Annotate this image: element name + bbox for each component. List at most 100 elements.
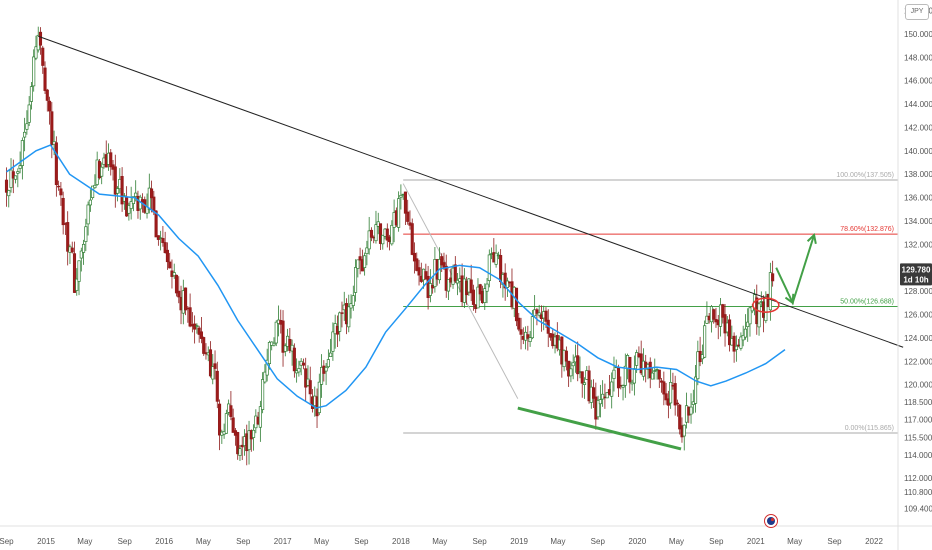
candle-body bbox=[326, 359, 330, 368]
candle-body bbox=[743, 328, 747, 338]
candle-body bbox=[635, 352, 639, 366]
candle-body bbox=[320, 367, 324, 385]
candle-body bbox=[537, 312, 541, 316]
candle-body bbox=[9, 169, 13, 188]
candle-body bbox=[238, 448, 242, 456]
time-tick-label: 2015 bbox=[37, 537, 55, 546]
candle-body bbox=[367, 230, 371, 250]
candle-body bbox=[662, 381, 666, 395]
candle-body bbox=[757, 303, 761, 328]
candle-body bbox=[297, 368, 301, 373]
candle-body bbox=[410, 223, 414, 255]
candle-body bbox=[292, 347, 296, 372]
candle-body bbox=[682, 424, 686, 437]
candle-body bbox=[229, 405, 233, 417]
price-tick-label: 110.800 bbox=[904, 488, 932, 497]
price-tick-label: 114.000 bbox=[904, 451, 932, 460]
candle-body bbox=[528, 337, 532, 342]
candle-body bbox=[258, 406, 262, 428]
symbol-box[interactable]: JPY bbox=[905, 4, 929, 20]
price-tick-label: 142.000 bbox=[904, 123, 932, 132]
candle-body bbox=[66, 222, 70, 252]
candle-body bbox=[116, 188, 120, 194]
candle-body bbox=[741, 335, 745, 341]
candle-body bbox=[732, 335, 736, 352]
candle-body bbox=[478, 284, 482, 295]
candle-body bbox=[215, 370, 219, 402]
candle-body bbox=[224, 413, 228, 434]
candle-body bbox=[746, 321, 750, 328]
time-tick-label: 2017 bbox=[274, 537, 292, 546]
projection-arrowhead-up bbox=[806, 233, 817, 245]
candle-body bbox=[621, 385, 625, 388]
time-tick-label: 2020 bbox=[628, 537, 646, 546]
candle-body bbox=[694, 376, 698, 404]
descending-trendline[interactable] bbox=[38, 35, 904, 348]
fib-level-label: 50.00%(126.688) bbox=[840, 298, 894, 305]
candle-body bbox=[571, 362, 575, 367]
fibonacci-levels[interactable]: 100.00%(137.505) 78.60%(132.876) 50.00%(12… bbox=[402, 172, 898, 434]
price-tick-label: 126.000 bbox=[904, 311, 932, 320]
candle-body bbox=[61, 197, 65, 226]
candle-body bbox=[347, 306, 351, 328]
candle-body bbox=[267, 341, 271, 365]
fib-level-label: 0.00%(115.865) bbox=[845, 425, 894, 432]
candle-body bbox=[412, 252, 417, 262]
candle-body bbox=[202, 337, 206, 354]
drawing-tools[interactable] bbox=[38, 35, 904, 451]
candle-body bbox=[172, 272, 176, 277]
candle-body bbox=[764, 296, 768, 322]
price-tick-label: 150.000 bbox=[904, 30, 932, 39]
candle-body bbox=[485, 283, 489, 292]
price-tick-label: 134.000 bbox=[904, 217, 932, 226]
candle-body bbox=[252, 429, 256, 438]
candle-body bbox=[628, 356, 632, 383]
candle-body bbox=[440, 256, 444, 266]
candle-body bbox=[601, 393, 605, 400]
time-tick-label: Sep bbox=[472, 537, 487, 546]
candle-body bbox=[120, 176, 124, 205]
candle-body bbox=[165, 249, 169, 263]
price-tick-label: 124.000 bbox=[904, 334, 932, 343]
candle-body bbox=[390, 224, 394, 245]
candle-body bbox=[442, 262, 446, 268]
candle-body bbox=[487, 254, 491, 281]
candle-body bbox=[231, 417, 235, 433]
candle-body bbox=[712, 309, 716, 320]
candle-body bbox=[304, 368, 308, 388]
candle-body bbox=[354, 267, 358, 293]
candle-body bbox=[43, 67, 47, 91]
candle-body bbox=[576, 355, 580, 375]
breakout-highlight-ellipse[interactable] bbox=[752, 297, 780, 313]
candle-body bbox=[154, 210, 158, 238]
green-support-line[interactable] bbox=[517, 406, 682, 451]
candle-body bbox=[406, 211, 410, 222]
time-tick-label: Sep bbox=[236, 537, 251, 546]
candle-body bbox=[476, 286, 480, 309]
candle-body bbox=[48, 100, 52, 112]
candle-body bbox=[50, 111, 54, 146]
candle-body bbox=[174, 274, 179, 294]
price-tick-label: 115.500 bbox=[904, 433, 932, 442]
candle-body bbox=[771, 273, 775, 282]
candle-body bbox=[88, 199, 92, 206]
candle-body bbox=[240, 444, 244, 448]
price-tick-label: 117.000 bbox=[904, 416, 932, 425]
candle-body bbox=[218, 403, 222, 436]
time-tick-label: Sep bbox=[827, 537, 842, 546]
candle-body bbox=[598, 399, 602, 405]
candle-body bbox=[748, 307, 752, 325]
candle-body bbox=[689, 406, 693, 415]
tradingview-logo-icon[interactable] bbox=[764, 514, 778, 528]
candle-body bbox=[446, 279, 451, 292]
candle-body bbox=[301, 362, 305, 366]
time-axis[interactable]: Sep 2015 May Sep 2016 May Sep 2017 May Sep 2018 May… bbox=[0, 537, 883, 546]
price-tick-label: 136.000 bbox=[904, 194, 932, 203]
price-tick-label: 146.000 bbox=[904, 77, 932, 86]
candle-body bbox=[696, 351, 700, 380]
candle-body bbox=[188, 307, 192, 327]
time-tick-label: 2021 bbox=[747, 537, 765, 546]
candle-body bbox=[739, 336, 743, 349]
